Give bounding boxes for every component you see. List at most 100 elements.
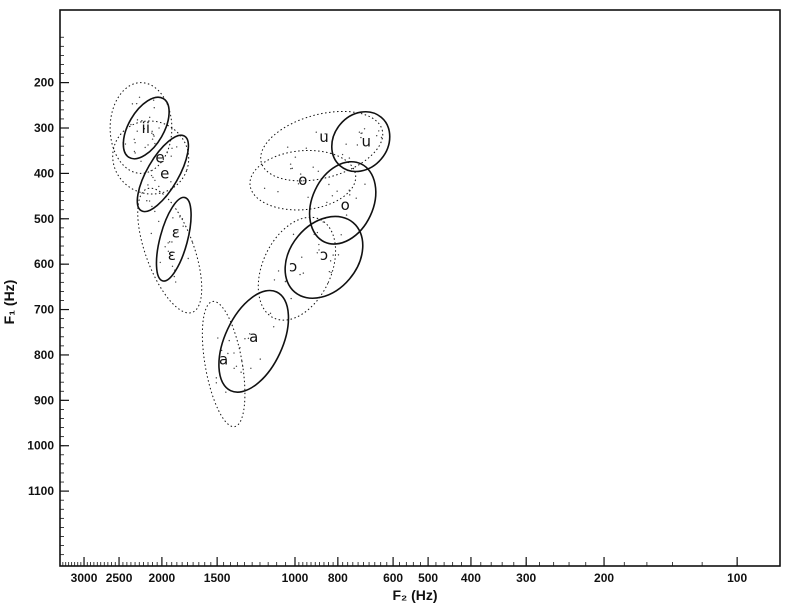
ellipse-dotted (257, 216, 337, 321)
vowel-label-6: a (219, 350, 228, 368)
sample-dot (215, 382, 218, 384)
sample-dot (233, 352, 235, 354)
sample-dot (290, 167, 292, 170)
sample-dot (328, 270, 331, 273)
y-tick-label: 800 (34, 348, 54, 362)
sample-dot (340, 234, 342, 236)
sample-dot (364, 183, 366, 185)
ellipse-solid (155, 196, 192, 282)
sample-dot (152, 99, 155, 101)
y-tick-label: 200 (34, 76, 54, 90)
y-axis: 200 300 400 500 600 700 800 900 1000 1100 (27, 36, 69, 556)
vowel-label-3: e (160, 164, 169, 182)
sample-dot (341, 153, 344, 156)
sample-dot (158, 185, 160, 188)
sample-dot (153, 135, 155, 137)
sample-dot (171, 147, 173, 150)
sample-dot (177, 231, 179, 233)
sample-dot (176, 146, 178, 148)
x-tick-label: 1500 (204, 571, 231, 585)
sample-dot (133, 150, 136, 153)
sample-dot (235, 365, 238, 367)
sample-dot (152, 133, 155, 136)
vowel-label-4: ɛ (172, 223, 180, 241)
sample-dot (149, 116, 151, 119)
sample-dot (259, 358, 261, 360)
vowel-label-10: o (298, 171, 307, 189)
sample-dot (329, 260, 332, 262)
x-tick-label: 400 (461, 571, 481, 585)
sample-dot (181, 217, 184, 220)
sample-dot (332, 254, 334, 256)
sample-dot (307, 196, 309, 198)
sample-dot (301, 256, 303, 258)
sample-dot (305, 147, 308, 149)
sample-dot (273, 279, 276, 281)
sample-dot (361, 132, 363, 134)
sample-dot (134, 152, 136, 154)
vowel-label-2: e (155, 149, 164, 167)
sample-dot (291, 167, 293, 170)
ellipse-solid (218, 289, 290, 393)
sample-dot (378, 130, 380, 132)
sample-dot (133, 138, 135, 141)
x-tick-label: 3000 (71, 571, 98, 585)
ellipse-dotted (260, 110, 384, 182)
ellipse-solid (308, 160, 377, 245)
sample-dot (182, 225, 184, 227)
sample-dot (179, 216, 181, 218)
sample-dot (215, 377, 218, 379)
sample-dot (154, 210, 156, 213)
sample-dot (146, 200, 148, 202)
sample-dot (345, 214, 348, 216)
sample-dot (355, 197, 357, 199)
sample-dot (360, 136, 362, 139)
sample-dot (318, 243, 320, 246)
sample-dot (313, 233, 315, 236)
sample-dot (158, 220, 160, 223)
sample-dot (240, 371, 242, 373)
sample-dot (147, 144, 149, 146)
x-tick-label: 300 (516, 571, 536, 585)
sample-dot (151, 130, 153, 133)
sample-dot (124, 143, 127, 145)
y-tick-label: 600 (34, 257, 54, 271)
sample-dot (158, 127, 160, 129)
sample-dot (187, 257, 189, 260)
y-tick-label: 900 (34, 393, 54, 407)
sample-dot (318, 249, 320, 251)
sample-dot (171, 241, 173, 243)
sample-dot (143, 128, 146, 130)
x-tick-label: 2500 (106, 571, 133, 585)
sample-dot (315, 131, 317, 133)
vowel-label-12: ɔ (289, 257, 297, 275)
sample-dot (151, 138, 154, 140)
sample-dot (148, 200, 151, 202)
sample-dot (263, 187, 266, 190)
ellipse-dotted (201, 300, 246, 428)
sample-dot (326, 201, 328, 204)
sample-dot (348, 157, 351, 159)
sample-dot (330, 271, 332, 274)
sample-dot (299, 173, 302, 175)
sample-dot (138, 96, 141, 98)
sample-dot (289, 163, 292, 165)
sample-dot (135, 102, 138, 105)
sample-dot (152, 176, 154, 179)
sample-dot (233, 367, 235, 370)
sample-dot (172, 217, 174, 219)
ellipse-layer (109, 82, 391, 428)
ellipse-dotted (112, 120, 190, 195)
sample-dot (356, 144, 359, 146)
y-tick-label: 1100 (28, 484, 54, 498)
sample-dot (228, 339, 230, 342)
sample-dot (337, 254, 340, 256)
sample-dot (150, 174, 153, 177)
sample-dot (151, 132, 153, 134)
sample-dot (131, 103, 134, 105)
y-tick-label: 1000 (27, 439, 54, 453)
sample-dot (316, 252, 318, 254)
sample-dot (141, 119, 143, 122)
sample-dot (348, 189, 350, 191)
